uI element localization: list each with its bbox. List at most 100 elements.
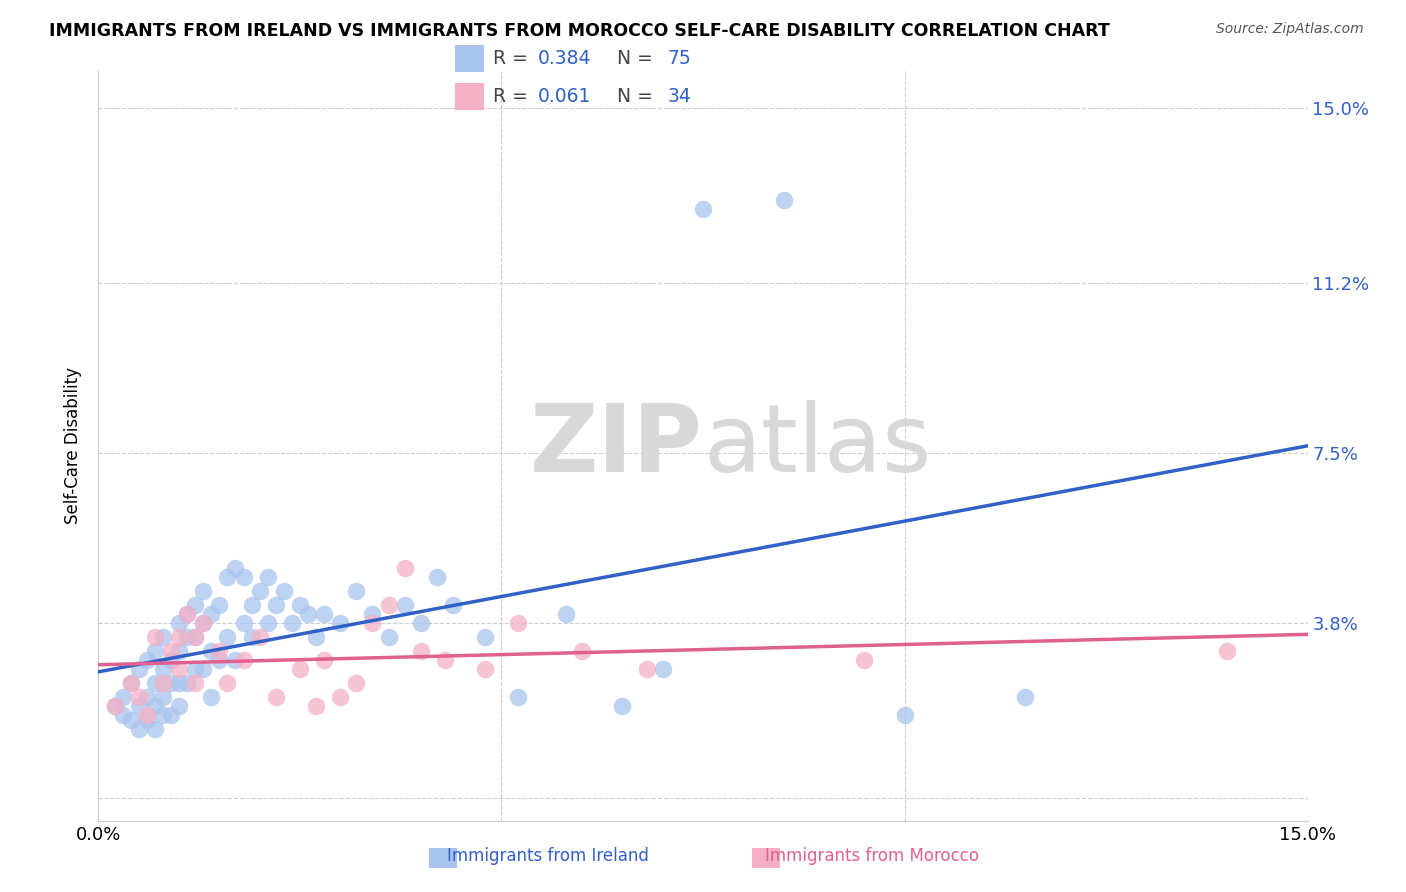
Point <box>128 698 150 713</box>
Point <box>176 630 198 644</box>
Text: 0.384: 0.384 <box>537 49 591 68</box>
Point <box>160 653 183 667</box>
Point <box>506 615 529 630</box>
Point <box>184 662 207 676</box>
Point <box>224 653 246 667</box>
Point <box>103 698 125 713</box>
Point <box>217 630 239 644</box>
Point <box>167 615 190 630</box>
Point <box>152 662 174 676</box>
Point <box>288 662 311 676</box>
Point <box>200 690 222 704</box>
Point <box>208 598 231 612</box>
Point <box>394 598 416 612</box>
Point <box>193 615 215 630</box>
Point <box>893 707 915 722</box>
Point <box>193 662 215 676</box>
Point <box>305 630 328 644</box>
Point <box>128 662 150 676</box>
Point <box>217 570 239 584</box>
Point <box>184 598 207 612</box>
Text: Immigrants from Ireland: Immigrants from Ireland <box>447 847 650 865</box>
Point <box>111 707 134 722</box>
Point <box>409 643 432 657</box>
Point <box>160 675 183 690</box>
Text: 0.061: 0.061 <box>537 87 591 106</box>
Point <box>160 707 183 722</box>
Point <box>135 653 157 667</box>
Point <box>377 630 399 644</box>
Point <box>571 643 593 657</box>
Point <box>217 675 239 690</box>
Point <box>240 630 263 644</box>
Point <box>143 722 166 736</box>
Point <box>152 675 174 690</box>
Text: 34: 34 <box>668 87 692 106</box>
Point <box>314 607 336 621</box>
Point <box>394 561 416 575</box>
Point <box>361 615 384 630</box>
Point <box>329 615 352 630</box>
Text: 75: 75 <box>668 49 690 68</box>
Point <box>193 583 215 598</box>
Point <box>692 202 714 217</box>
Point <box>184 630 207 644</box>
Point <box>256 615 278 630</box>
Text: N =: N = <box>606 87 659 106</box>
Point <box>167 675 190 690</box>
Point <box>167 630 190 644</box>
Text: N =: N = <box>606 49 659 68</box>
Point <box>143 698 166 713</box>
Point <box>506 690 529 704</box>
Point <box>208 643 231 657</box>
Point <box>305 698 328 713</box>
Point <box>143 630 166 644</box>
Point <box>409 615 432 630</box>
Point <box>152 630 174 644</box>
Point <box>1216 643 1239 657</box>
Point <box>329 690 352 704</box>
Text: R =: R = <box>494 49 534 68</box>
Point <box>167 643 190 657</box>
Point <box>344 583 367 598</box>
Point <box>193 615 215 630</box>
Point <box>636 662 658 676</box>
Point <box>152 690 174 704</box>
Point <box>232 653 254 667</box>
Point <box>264 690 287 704</box>
Text: ZIP: ZIP <box>530 400 703 492</box>
Point <box>103 698 125 713</box>
Point <box>651 662 673 676</box>
Point <box>361 607 384 621</box>
Point <box>612 698 634 713</box>
Point <box>434 653 457 667</box>
Point <box>249 583 271 598</box>
Point <box>232 570 254 584</box>
Point <box>240 598 263 612</box>
Point <box>256 570 278 584</box>
Point <box>200 643 222 657</box>
Point <box>377 598 399 612</box>
Y-axis label: Self-Care Disability: Self-Care Disability <box>65 368 83 524</box>
Point <box>853 653 876 667</box>
Point <box>474 630 496 644</box>
Point <box>135 707 157 722</box>
Point <box>184 630 207 644</box>
FancyBboxPatch shape <box>454 45 484 72</box>
Point <box>135 713 157 727</box>
Point <box>120 713 142 727</box>
Point <box>120 675 142 690</box>
Point <box>297 607 319 621</box>
Point <box>314 653 336 667</box>
Point <box>208 653 231 667</box>
Text: R =: R = <box>494 87 534 106</box>
Point <box>143 643 166 657</box>
FancyBboxPatch shape <box>454 83 484 111</box>
Point <box>273 583 295 598</box>
Point <box>176 607 198 621</box>
Point <box>111 690 134 704</box>
Text: atlas: atlas <box>703 400 931 492</box>
Point <box>120 675 142 690</box>
Point <box>441 598 464 612</box>
Point <box>281 615 304 630</box>
